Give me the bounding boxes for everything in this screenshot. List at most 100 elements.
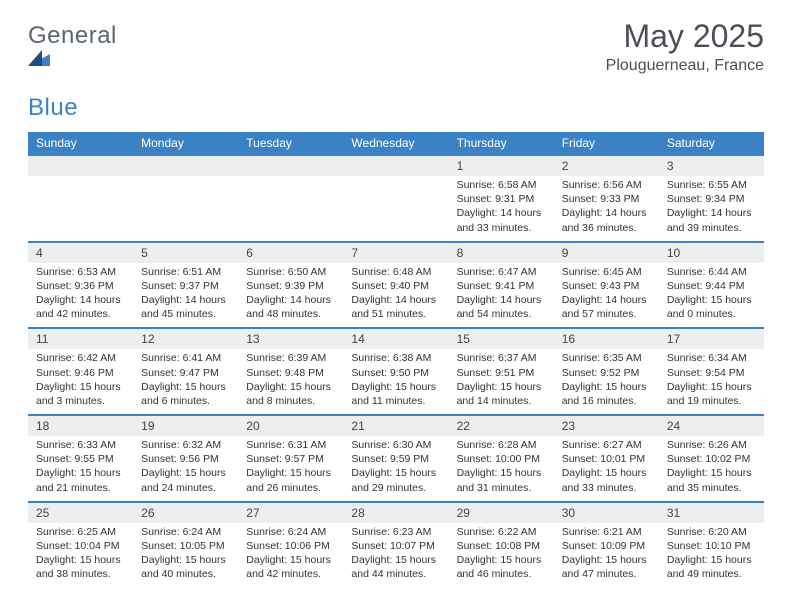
location-label: Plouguerneau, France	[606, 57, 764, 75]
day-number-cell: 15	[449, 328, 554, 349]
day-content: Sunrise: 6:58 AMSunset: 9:31 PMDaylight:…	[449, 176, 554, 241]
sunset-text: Sunset: 9:46 PM	[36, 366, 125, 380]
day-number-cell: 26	[133, 502, 238, 523]
day-body-cell: Sunrise: 6:28 AMSunset: 10:00 PMDaylight…	[449, 436, 554, 502]
day-body-cell: Sunrise: 6:45 AMSunset: 9:43 PMDaylight:…	[554, 263, 659, 329]
day-number: 14	[343, 329, 448, 349]
day-number-cell	[343, 155, 448, 176]
day-number: 4	[28, 243, 133, 263]
sunset-text: Sunset: 9:54 PM	[667, 366, 756, 380]
day-content: Sunrise: 6:35 AMSunset: 9:52 PMDaylight:…	[554, 349, 659, 414]
day-number-cell	[133, 155, 238, 176]
day-number-cell: 13	[238, 328, 343, 349]
day-number-cell: 31	[659, 502, 764, 523]
day-number: 19	[133, 416, 238, 436]
day-number: 15	[449, 329, 554, 349]
daylight-text: Daylight: 14 hours and 57 minutes.	[562, 293, 651, 321]
sunset-text: Sunset: 9:37 PM	[141, 279, 230, 293]
day-content: Sunrise: 6:28 AMSunset: 10:00 PMDaylight…	[449, 436, 554, 501]
sunrise-text: Sunrise: 6:32 AM	[141, 438, 230, 452]
sunset-text: Sunset: 10:01 PM	[562, 452, 651, 466]
brand-word2: Blue	[28, 94, 78, 121]
day-body-cell: Sunrise: 6:27 AMSunset: 10:01 PMDaylight…	[554, 436, 659, 502]
day-body-cell: Sunrise: 6:48 AMSunset: 9:40 PMDaylight:…	[343, 263, 448, 329]
day-number	[343, 156, 448, 174]
day-content: Sunrise: 6:20 AMSunset: 10:10 PMDaylight…	[659, 523, 764, 588]
day-content: Sunrise: 6:22 AMSunset: 10:08 PMDaylight…	[449, 523, 554, 588]
sunset-text: Sunset: 9:55 PM	[36, 452, 125, 466]
sunrise-text: Sunrise: 6:56 AM	[562, 178, 651, 192]
daylight-text: Daylight: 15 hours and 0 minutes.	[667, 293, 756, 321]
sunset-text: Sunset: 9:43 PM	[562, 279, 651, 293]
day-body-cell: Sunrise: 6:34 AMSunset: 9:54 PMDaylight:…	[659, 349, 764, 415]
day-content: Sunrise: 6:53 AMSunset: 9:36 PMDaylight:…	[28, 263, 133, 328]
day-body-cell: Sunrise: 6:38 AMSunset: 9:50 PMDaylight:…	[343, 349, 448, 415]
day-body-cell: Sunrise: 6:22 AMSunset: 10:08 PMDaylight…	[449, 523, 554, 588]
sunset-text: Sunset: 9:34 PM	[667, 192, 756, 206]
day-number-cell: 21	[343, 415, 448, 436]
sunrise-text: Sunrise: 6:53 AM	[36, 265, 125, 279]
day-number-cell: 9	[554, 242, 659, 263]
day-number-cell: 23	[554, 415, 659, 436]
sunset-text: Sunset: 10:09 PM	[562, 539, 651, 553]
day-content: Sunrise: 6:51 AMSunset: 9:37 PMDaylight:…	[133, 263, 238, 328]
day-number-cell: 19	[133, 415, 238, 436]
daylight-text: Daylight: 14 hours and 39 minutes.	[667, 206, 756, 234]
week-body-row: Sunrise: 6:53 AMSunset: 9:36 PM Daylight:…	[28, 263, 764, 329]
day-body-cell: Sunrise: 6:20 AMSunset: 10:10 PMDaylight…	[659, 523, 764, 588]
sunset-text: Sunset: 9:50 PM	[351, 366, 440, 380]
day-body-cell	[133, 176, 238, 242]
week-body-row: Sunrise: 6:58 AMSunset: 9:31 PMDaylight:…	[28, 176, 764, 242]
week-number-row: 18192021222324	[28, 415, 764, 436]
day-content: Sunrise: 6:30 AMSunset: 9:59 PMDaylight:…	[343, 436, 448, 501]
day-number: 8	[449, 243, 554, 263]
day-number	[238, 156, 343, 174]
day-body-cell: Sunrise: 6:44 AMSunset: 9:44 PMDaylight:…	[659, 263, 764, 329]
daylight-text: Daylight: 14 hours and 33 minutes.	[457, 206, 546, 234]
day-number: 17	[659, 329, 764, 349]
day-number-cell: 3	[659, 155, 764, 176]
sunrise-text: Sunrise: 6:26 AM	[667, 438, 756, 452]
sunset-text: Sunset: 10:10 PM	[667, 539, 756, 553]
day-body-cell: Sunrise: 6:37 AMSunset: 9:51 PMDaylight:…	[449, 349, 554, 415]
sunrise-text: Sunrise: 6:48 AM	[351, 265, 440, 279]
day-number	[28, 156, 133, 174]
daylight-text: Daylight: 14 hours and 36 minutes.	[562, 206, 651, 234]
sunset-text: Sunset: 10:02 PM	[667, 452, 756, 466]
sunrise-text: Sunrise: 6:47 AM	[457, 265, 546, 279]
week-number-row: 123	[28, 155, 764, 176]
day-body-cell: Sunrise: 6:58 AMSunset: 9:31 PMDaylight:…	[449, 176, 554, 242]
day-body-cell: Sunrise: 6:21 AMSunset: 10:09 PMDaylight…	[554, 523, 659, 588]
header: General Blue May 2025 Plouguerneau, Fran…	[28, 18, 764, 122]
day-body-cell: Sunrise: 6:26 AMSunset: 10:02 PMDaylight…	[659, 436, 764, 502]
calendar-body: 123Sunrise: 6:58 AMSunset: 9:31 PMDaylig…	[28, 155, 764, 587]
sunrise-text: Sunrise: 6:38 AM	[351, 351, 440, 365]
sunset-text: Sunset: 9:52 PM	[562, 366, 651, 380]
day-content: Sunrise: 6:42 AMSunset: 9:46 PMDaylight:…	[28, 349, 133, 414]
day-number: 12	[133, 329, 238, 349]
week-number-row: 45678910	[28, 242, 764, 263]
daylight-text: Daylight: 15 hours and 33 minutes.	[562, 466, 651, 494]
week-number-row: 25262728293031	[28, 502, 764, 523]
day-number-cell	[28, 155, 133, 176]
daylight-text: Daylight: 15 hours and 38 minutes.	[36, 553, 125, 581]
sunrise-text: Sunrise: 6:55 AM	[667, 178, 756, 192]
day-number-cell: 7	[343, 242, 448, 263]
day-number: 6	[238, 243, 343, 263]
sunrise-text: Sunrise: 6:35 AM	[562, 351, 651, 365]
day-content: Sunrise: 6:41 AMSunset: 9:47 PMDaylight:…	[133, 349, 238, 414]
day-number-cell: 29	[449, 502, 554, 523]
day-content	[133, 176, 238, 234]
sunset-text: Sunset: 9:36 PM	[36, 279, 125, 293]
day-body-cell: Sunrise: 6:23 AMSunset: 10:07 PMDaylight…	[343, 523, 448, 588]
daylight-text: Daylight: 15 hours and 46 minutes.	[457, 553, 546, 581]
day-body-cell: Sunrise: 6:24 AMSunset: 10:06 PMDaylight…	[238, 523, 343, 588]
daylight-text: Daylight: 15 hours and 49 minutes.	[667, 553, 756, 581]
sunset-text: Sunset: 10:04 PM	[36, 539, 125, 553]
week-body-row: Sunrise: 6:42 AMSunset: 9:46 PMDaylight:…	[28, 349, 764, 415]
sunrise-text: Sunrise: 6:58 AM	[457, 178, 546, 192]
sunrise-text: Sunrise: 6:30 AM	[351, 438, 440, 452]
day-number-cell: 2	[554, 155, 659, 176]
day-header: Wednesday	[343, 132, 448, 155]
day-content: Sunrise: 6:21 AMSunset: 10:09 PMDaylight…	[554, 523, 659, 588]
